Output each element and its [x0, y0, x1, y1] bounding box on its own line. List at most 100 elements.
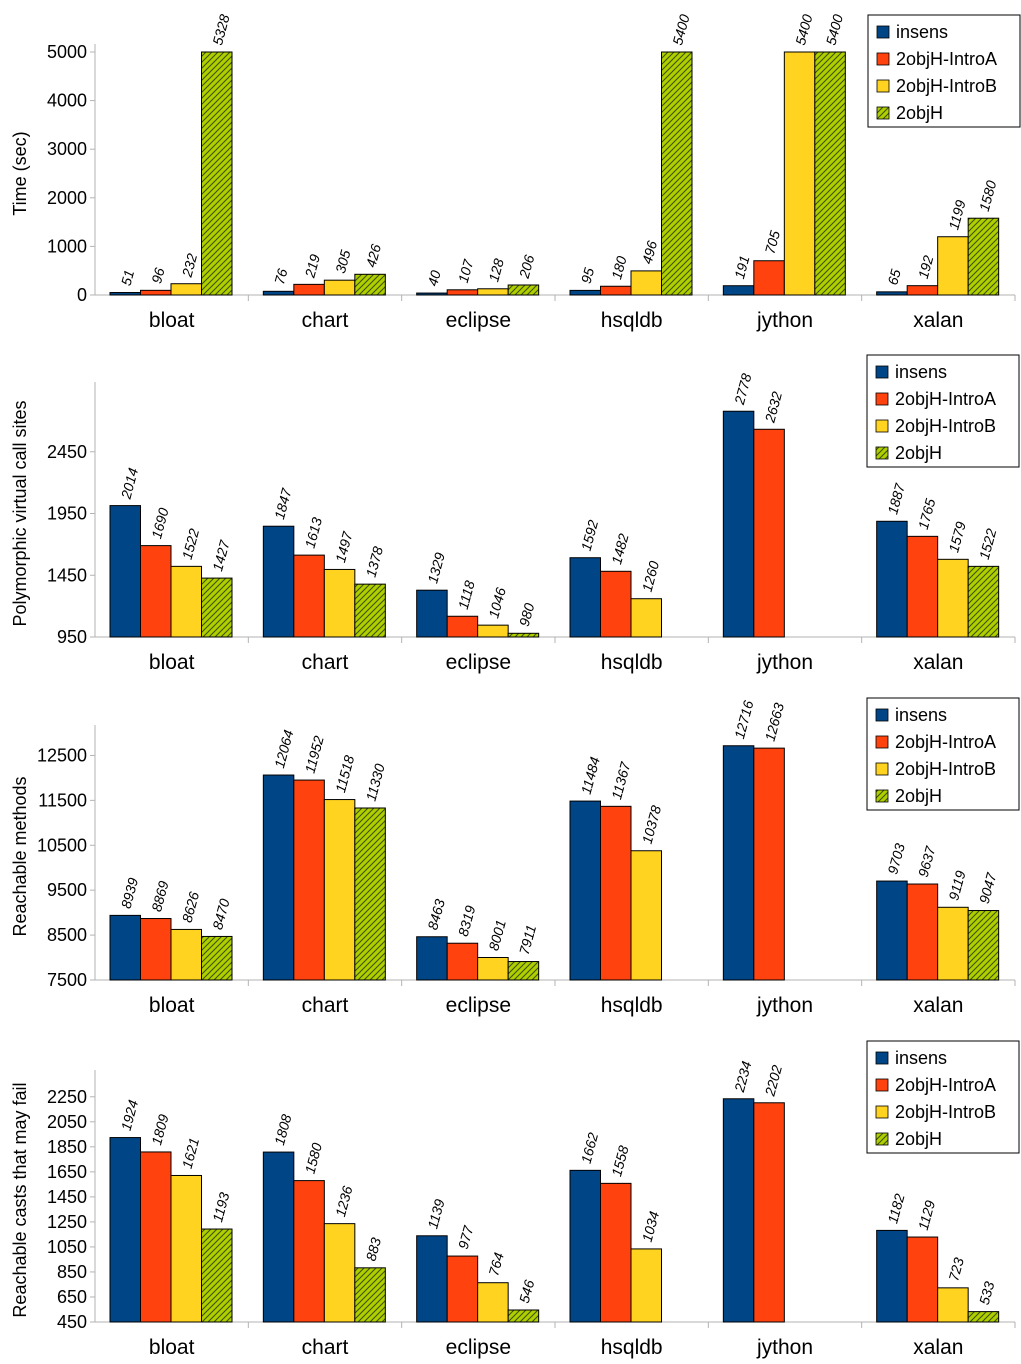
- y-tick-label: 11500: [38, 790, 87, 810]
- data-label: 1580: [976, 179, 1000, 213]
- x-tick-label: xalan: [913, 309, 963, 332]
- bar-2objH-IntroA-eclipse: [446, 289, 479, 296]
- data-label: 232: [178, 252, 200, 280]
- data-label: 8939: [118, 876, 142, 910]
- data-label: 11367: [608, 759, 634, 801]
- x-tick-label: hsqldb: [601, 1336, 663, 1359]
- bar-insens-jython: [722, 285, 755, 296]
- bar-insens-xalan: [876, 291, 908, 296]
- x-tick-label: eclipse: [446, 994, 511, 1017]
- bar-2objH-IntroB-jython: [783, 51, 816, 296]
- data-label: 2014: [117, 466, 141, 501]
- bar-2objH-xalan: [967, 565, 1000, 638]
- data-label: 1129: [915, 1198, 938, 1231]
- data-label: 426: [363, 242, 385, 269]
- legend-swatch: [876, 25, 890, 39]
- y-tick-label: 5000: [47, 42, 87, 62]
- y-tick-label: 12500: [37, 745, 87, 765]
- chart-panel-3: 450 650 850 1050 1250 1450 1650 1850 2050 2250 Rea…: [10, 1040, 1020, 1359]
- bar-2objH-IntroA-bloat: [140, 918, 172, 981]
- legend-entry: 2objH-IntroA: [895, 1075, 996, 1095]
- bar-2objH-IntroB-eclipse: [477, 1282, 509, 1323]
- bar-2objH-IntroB-xalan: [937, 236, 969, 296]
- bar-2objH-bloat: [201, 935, 233, 981]
- x-tick-label: eclipse: [446, 651, 511, 674]
- legend-entry: 2objH-IntroA: [895, 732, 996, 752]
- bar-2objH-IntroB-bloat: [170, 928, 202, 981]
- legend-entry: 2objH-IntroB: [896, 76, 997, 96]
- bar-insens-hsqldb: [569, 1169, 601, 1323]
- legend-box: [866, 1040, 1020, 1154]
- bar-2objH-IntroB-chart: [323, 1223, 356, 1323]
- y-tick-label: 2050: [47, 1112, 87, 1132]
- bar-2objH-bloat: [201, 51, 233, 296]
- data-label: 705: [762, 229, 784, 256]
- bar-insens-bloat: [109, 505, 141, 638]
- bar-2objH-IntroB-eclipse: [477, 624, 509, 638]
- x-tick-label: hsqldb: [601, 651, 663, 674]
- data-label: 1199: [945, 198, 968, 231]
- bar-insens-eclipse: [416, 1235, 448, 1323]
- bar-2objH-xalan: [967, 1311, 1000, 1323]
- data-label: 12663: [762, 701, 788, 743]
- legend: insens 2objH-IntroA 2objH-IntroB 2objH: [866, 354, 1020, 468]
- x-tick-label: jython: [756, 1336, 813, 1359]
- data-label: 8001: [485, 918, 509, 952]
- legend-swatch: [875, 446, 889, 460]
- chart-panel-2: 7500 8500 9500 10500 11500 12500 Reachable met…: [10, 697, 1020, 1017]
- legend-swatch: [876, 106, 890, 120]
- data-label: 1765: [915, 497, 939, 531]
- y-tick-label: 650: [57, 1287, 87, 1307]
- data-label: 1522: [179, 527, 203, 561]
- bar-2objH-IntroA-xalan: [906, 285, 939, 296]
- data-label: 9119: [945, 869, 968, 902]
- x-tick-label: eclipse: [446, 1336, 511, 1359]
- bar-2objH-eclipse: [507, 1309, 540, 1323]
- legend-entry: 2objH-IntroB: [895, 1102, 996, 1122]
- bar-insens-chart: [262, 774, 295, 981]
- x-tick-label: bloat: [149, 1336, 195, 1359]
- y-tick-label: 4000: [47, 91, 87, 111]
- legend-swatch: [876, 52, 890, 66]
- bar-2objH-IntroA-jython: [753, 747, 785, 981]
- legend: insens 2objH-IntroA 2objH-IntroB 2objH: [866, 1040, 1020, 1154]
- legend-entry: 2objH-IntroA: [896, 49, 997, 69]
- legend-box: [866, 697, 1020, 811]
- x-tick-label: hsqldb: [601, 309, 663, 332]
- bar-2objH-IntroB-hsqldb: [630, 270, 662, 296]
- data-label: 1236: [332, 1184, 356, 1218]
- bar-2objH-IntroB-chart: [323, 279, 356, 296]
- bar-insens-chart: [262, 290, 295, 296]
- data-label: 192: [915, 254, 937, 281]
- data-label: 8626: [179, 890, 203, 924]
- data-label: 1046: [485, 585, 509, 619]
- x-tick-label: chart: [302, 1336, 349, 1359]
- bar-2objH-IntroA-xalan: [906, 883, 939, 981]
- bar-2objH-chart: [354, 583, 386, 638]
- data-label: 191: [731, 254, 753, 281]
- data-label: 1260: [639, 559, 663, 593]
- y-tick-label: 450: [57, 1312, 87, 1332]
- bar-insens-chart: [262, 525, 295, 638]
- x-tick-label: xalan: [913, 651, 963, 674]
- data-label: 1182: [884, 1192, 907, 1225]
- bar-2objH-IntroB-xalan: [937, 558, 969, 638]
- data-label: 1139: [424, 1197, 447, 1230]
- y-tick-label: 7500: [47, 970, 87, 990]
- data-label: 9703: [884, 841, 908, 875]
- bar-2objH-IntroB-eclipse: [477, 288, 509, 296]
- legend-entry: 2objH: [895, 786, 942, 806]
- y-tick-label: 1650: [47, 1162, 87, 1182]
- data-label: 5400: [669, 12, 693, 46]
- legend-swatch: [875, 1078, 889, 1092]
- data-label: 219: [301, 252, 323, 280]
- data-label: 1118: [455, 579, 478, 611]
- data-label: 764: [485, 1251, 507, 1278]
- x-tick-label: chart: [302, 994, 349, 1017]
- legend-swatch: [875, 789, 889, 803]
- bar-2objH-IntroB-xalan: [937, 1287, 969, 1323]
- data-label: 9047: [976, 870, 1000, 905]
- bar-2objH-IntroB-chart: [323, 799, 356, 981]
- legend-swatch: [875, 735, 889, 749]
